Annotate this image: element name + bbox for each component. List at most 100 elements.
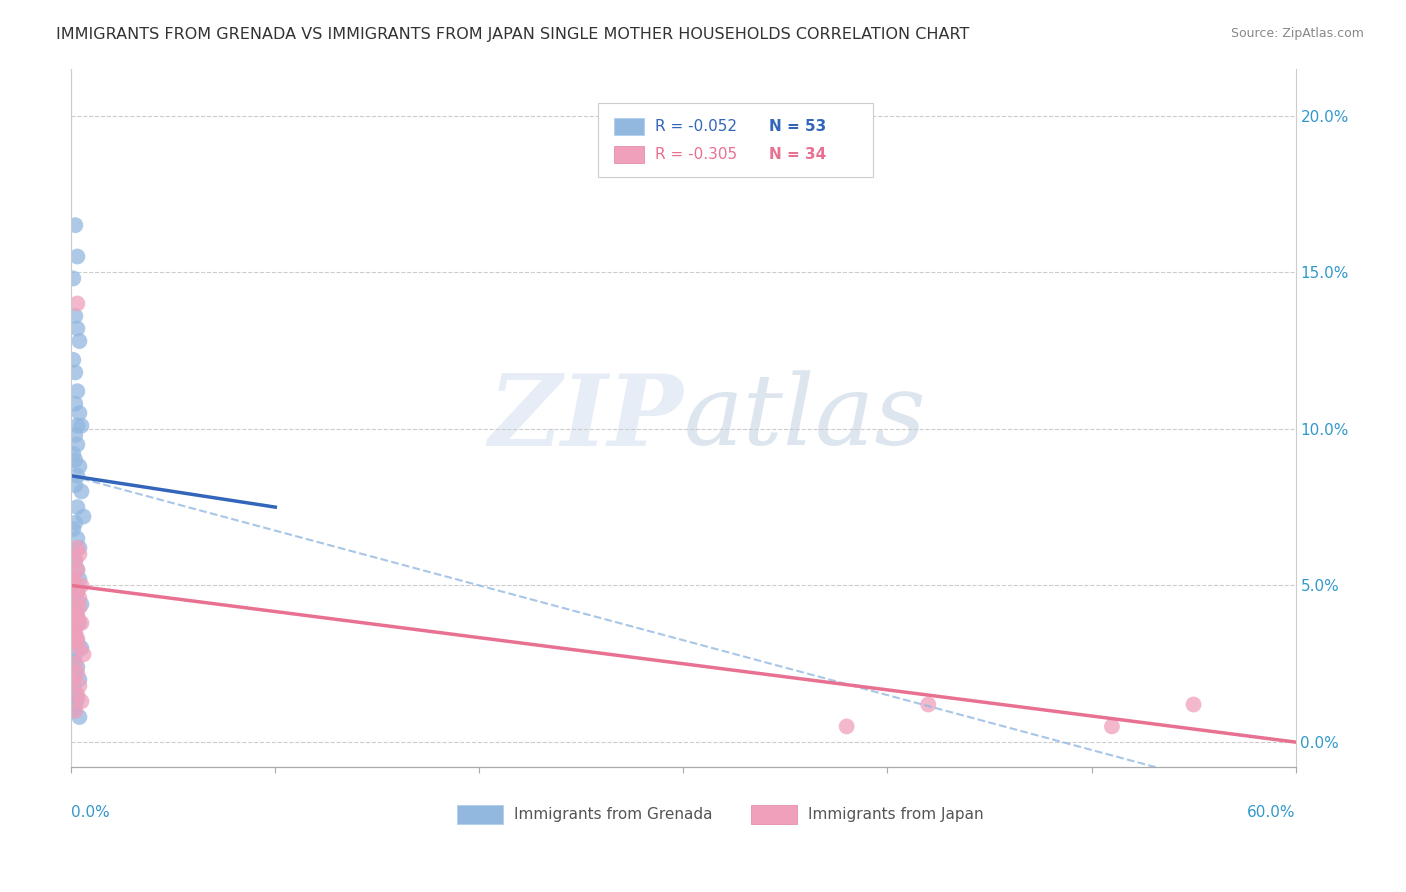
Point (65, 666, 87, 681)
Text: Immigrants from Grenada: Immigrants from Grenada (515, 807, 713, 822)
Point (65, 635, 87, 649)
Point (66, 437, 89, 451)
Point (67, 334, 90, 348)
Point (65, 578, 87, 592)
Point (66, 250, 89, 264)
Point (70, 694, 93, 708)
Bar (457, 805, 503, 824)
Point (917, 698, 939, 712)
Text: Source: ZipAtlas.com: Source: ZipAtlas.com (1230, 27, 1364, 40)
Point (65, 657, 87, 671)
Point (67, 615, 90, 630)
Point (62, 572, 84, 586)
Point (62, 623, 84, 637)
Point (70, 615, 93, 630)
Point (66, 468, 89, 483)
Text: R = -0.305: R = -0.305 (655, 147, 737, 162)
Point (66, 584, 89, 599)
Point (65, 366, 87, 380)
Point (65, 698, 87, 712)
Point (67, 406, 90, 420)
Point (67, 641, 90, 656)
Point (62, 569, 84, 583)
Point (62, 673, 84, 687)
Point (62, 352, 84, 367)
Point (66, 691, 89, 706)
Point (62, 654, 84, 668)
Point (66, 609, 89, 624)
Point (62, 679, 84, 693)
Point (66, 609, 89, 624)
Point (65, 453, 87, 467)
Point (67, 591, 90, 605)
Point (66, 500, 89, 515)
Point (66, 563, 89, 577)
Point (65, 428, 87, 442)
Bar (751, 805, 797, 824)
Point (62, 447, 84, 461)
Point (1101, 719, 1123, 733)
Point (65, 478, 87, 492)
Point (66, 532, 89, 546)
Point (65, 578, 87, 592)
Point (65, 704, 87, 718)
Point (66, 563, 89, 577)
Point (65, 553, 87, 567)
Point (65, 625, 87, 640)
Point (67, 547, 90, 561)
Point (66, 632, 89, 646)
Point (66, 296, 89, 310)
Point (65, 629, 87, 643)
Point (67, 572, 90, 586)
Point (62, 625, 84, 640)
Point (67, 459, 90, 474)
Bar (613, 118, 644, 135)
Text: N = 34: N = 34 (769, 147, 827, 162)
Point (67, 679, 90, 693)
Point (65, 600, 87, 615)
Point (65, 553, 87, 567)
Text: 0.0%: 0.0% (72, 805, 110, 820)
Point (70, 578, 93, 592)
Point (835, 719, 858, 733)
Point (62, 271, 84, 285)
Point (66, 635, 89, 649)
Point (70, 484, 93, 499)
Point (66, 660, 89, 674)
Point (65, 603, 87, 617)
Point (70, 597, 93, 611)
Point (65, 685, 87, 699)
Point (66, 666, 89, 681)
Point (62, 591, 84, 605)
Point (62, 704, 84, 718)
Text: ZIP: ZIP (488, 369, 683, 467)
Point (66, 384, 89, 399)
FancyBboxPatch shape (598, 103, 873, 177)
Point (65, 397, 87, 411)
Point (65, 218, 87, 232)
Text: N = 53: N = 53 (769, 119, 827, 134)
Point (66, 418, 89, 433)
Point (67, 710, 90, 724)
Text: 60.0%: 60.0% (1247, 805, 1295, 820)
Point (70, 418, 93, 433)
Point (62, 522, 84, 536)
Point (66, 615, 89, 630)
Point (66, 321, 89, 335)
Point (72, 509, 94, 524)
Point (66, 584, 89, 599)
Text: R = -0.052: R = -0.052 (655, 119, 737, 134)
Point (72, 648, 94, 662)
Point (65, 609, 87, 624)
Point (65, 309, 87, 323)
Point (67, 673, 90, 687)
Point (66, 541, 89, 555)
Point (70, 641, 93, 656)
Point (1182, 698, 1205, 712)
Point (65, 516, 87, 530)
Text: atlas: atlas (683, 370, 927, 466)
Text: IMMIGRANTS FROM GRENADA VS IMMIGRANTS FROM JAPAN SINGLE MOTHER HOUSEHOLDS CORREL: IMMIGRANTS FROM GRENADA VS IMMIGRANTS FR… (56, 27, 970, 42)
Bar (613, 146, 644, 163)
Point (67, 600, 90, 615)
Point (62, 547, 84, 561)
